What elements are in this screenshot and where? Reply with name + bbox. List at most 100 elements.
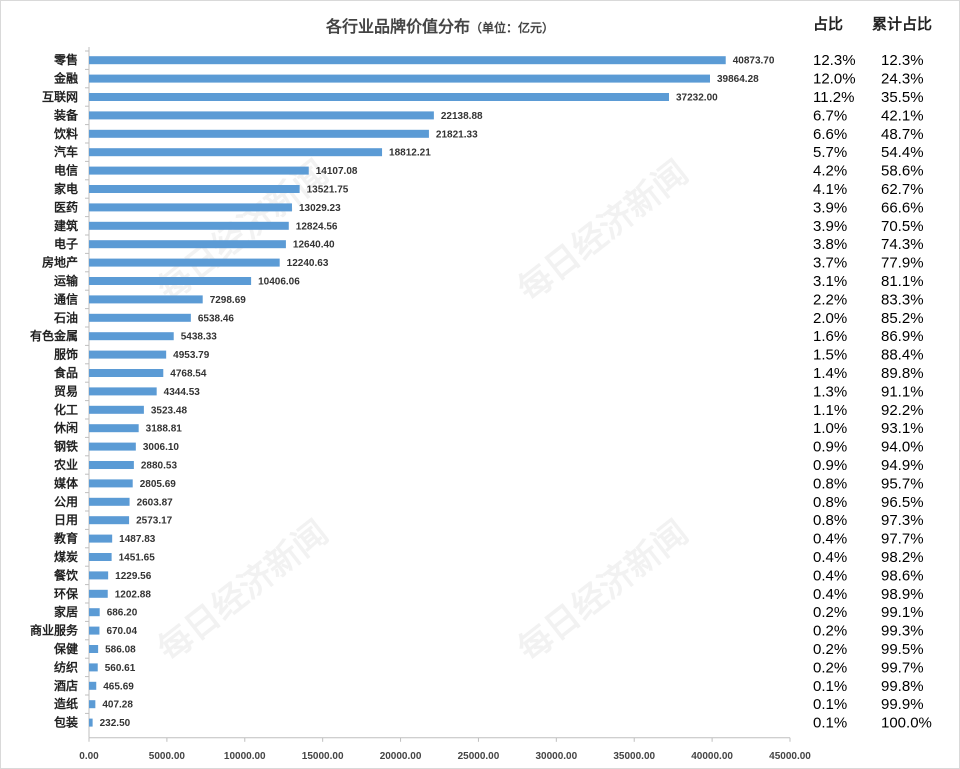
share-value: 0.9% [813, 457, 847, 474]
category-label: 煤炭 [54, 549, 78, 564]
share-value: 1.3% [813, 383, 847, 400]
x-tick-label: 35000.00 [613, 751, 655, 762]
cumulative-value: 92.2% [881, 402, 924, 419]
bar [89, 258, 280, 267]
share-value: 0.4% [813, 567, 847, 584]
bar-value-label: 12824.56 [296, 221, 338, 232]
bar [89, 166, 309, 175]
bar [89, 332, 174, 341]
x-tick-label: 20000.00 [380, 751, 422, 762]
category-label: 媒体 [54, 475, 79, 490]
bar [89, 56, 726, 65]
bar-value-label: 232.50 [100, 718, 131, 729]
category-label: 酒店 [54, 678, 78, 693]
share-value: 1.6% [813, 328, 847, 345]
cumulative-value: 54.4% [881, 144, 924, 161]
share-value: 0.8% [813, 475, 847, 492]
category-label: 运输 [54, 273, 79, 288]
category-label: 纺织 [54, 659, 78, 674]
bar-value-label: 13029.23 [299, 203, 341, 214]
chart-title-unit: （单位：亿元） [470, 21, 555, 35]
share-value: 0.4% [813, 531, 847, 548]
bar-value-label: 586.08 [105, 645, 136, 656]
bar-value-label: 2805.69 [140, 479, 177, 490]
bar [89, 203, 292, 212]
bar-value-label: 10406.06 [258, 277, 300, 288]
bar-value-label: 37232.00 [676, 93, 718, 104]
x-tick-label: 15000.00 [302, 751, 344, 762]
cumulative-value: 94.0% [881, 439, 924, 456]
bar-value-label: 39864.28 [717, 74, 759, 85]
share-value: 0.8% [813, 512, 847, 529]
bar-value-label: 5438.33 [181, 332, 218, 343]
bar [89, 571, 109, 580]
cumulative-value: 93.1% [881, 420, 924, 437]
share-value: 3.8% [813, 236, 847, 253]
bar-value-label: 12640.40 [293, 240, 335, 251]
bar [89, 516, 130, 525]
cumulative-value: 96.5% [881, 494, 924, 511]
share-value: 11.2% [813, 89, 854, 106]
cumulative-value: 48.7% [881, 126, 924, 143]
cumulative-value: 91.1% [881, 383, 924, 400]
share-value: 6.6% [813, 126, 847, 143]
x-tick-label: 0.00 [79, 751, 99, 762]
cumulative-value: 62.7% [881, 181, 924, 198]
share-value: 0.1% [813, 678, 847, 695]
cumulative-column-header: 累计占比 [872, 15, 933, 33]
category-label: 互联网 [42, 90, 78, 104]
share-value: 2.2% [813, 291, 847, 308]
category-label: 农业 [53, 457, 78, 472]
bar-value-label: 670.04 [106, 626, 137, 637]
category-label: 电子 [54, 236, 78, 251]
cumulative-value: 98.2% [881, 549, 924, 566]
category-label: 家电 [54, 181, 78, 196]
x-tick-label: 40000.00 [691, 751, 733, 762]
cumulative-value: 89.8% [881, 365, 924, 382]
bar [89, 405, 144, 414]
cumulative-value: 83.3% [881, 291, 924, 308]
chart-title: 各行业品牌价值分布（单位：亿元） [260, 13, 620, 37]
cumulative-value: 99.9% [881, 696, 924, 713]
bar [89, 461, 134, 469]
cumulative-value: 99.8% [881, 678, 924, 695]
bar [89, 497, 130, 506]
category-label: 造纸 [54, 696, 78, 711]
share-value: 0.8% [813, 494, 847, 511]
share-value: 3.9% [813, 218, 847, 235]
bar-value-label: 12240.63 [287, 258, 329, 269]
bar [89, 700, 96, 709]
share-value: 0.2% [813, 623, 847, 640]
cumulative-value: 74.3% [881, 236, 924, 253]
bar [89, 111, 434, 120]
share-value: 0.4% [813, 549, 847, 566]
cumulative-value: 99.7% [881, 659, 924, 676]
category-label: 钢铁 [54, 439, 78, 454]
cumulative-value: 99.1% [881, 604, 924, 621]
cumulative-value: 97.3% [881, 512, 924, 529]
bar [89, 424, 139, 433]
bar [89, 295, 203, 304]
bar-value-label: 3188.81 [146, 424, 183, 435]
bar-value-label: 4953.79 [173, 350, 210, 361]
bar-value-label: 465.69 [103, 681, 134, 692]
category-label: 服饰 [54, 347, 78, 362]
bar [89, 313, 191, 322]
bar [89, 350, 167, 359]
cumulative-value: 97.7% [881, 531, 924, 548]
bar-value-label: 560.61 [105, 663, 136, 674]
share-value: 0.2% [813, 659, 847, 676]
category-label: 建筑 [53, 218, 78, 233]
bar-value-label: 14107.08 [316, 166, 358, 177]
share-value: 12.3% [813, 52, 856, 69]
chart-title-text: 各行业品牌价值分布 [325, 17, 470, 36]
bar-value-label: 3523.48 [151, 405, 188, 416]
x-tick-label: 30000.00 [535, 751, 577, 762]
share-value: 4.2% [813, 163, 847, 180]
category-label: 保健 [53, 641, 79, 656]
x-tick-label: 25000.00 [458, 751, 500, 762]
share-value: 4.1% [813, 181, 847, 198]
bar-value-label: 40873.70 [733, 56, 775, 67]
cumulative-value: 81.1% [881, 273, 924, 290]
